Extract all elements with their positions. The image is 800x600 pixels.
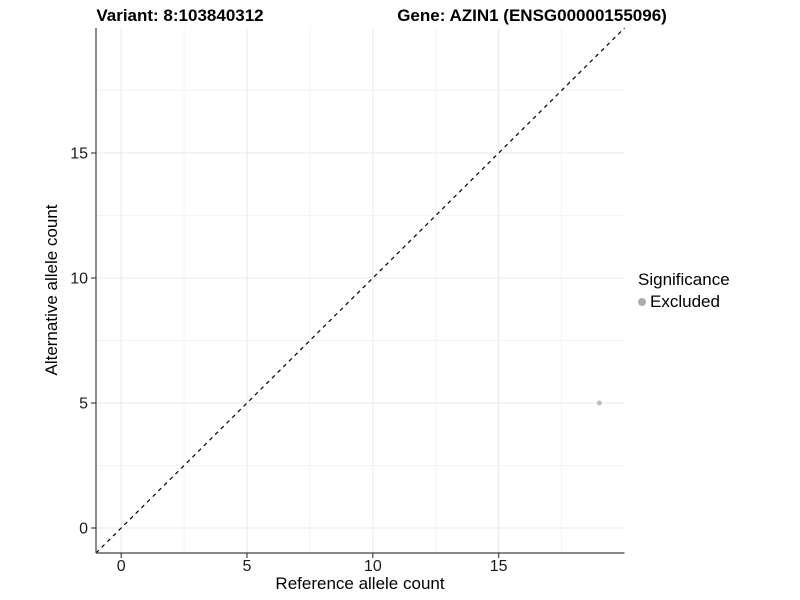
- y-tick-label: 5: [79, 396, 88, 413]
- x-axis-title: Reference allele count: [275, 574, 445, 593]
- y-tick-label: 10: [70, 271, 88, 288]
- y-axis-title: Alternative allele count: [42, 204, 61, 376]
- x-tick-label: 5: [243, 558, 252, 575]
- x-tick-label: 0: [117, 558, 126, 575]
- x-tick-label: 10: [364, 558, 382, 575]
- identity-line: [95, 27, 625, 554]
- data-point: [596, 400, 602, 406]
- gene-title: Gene: AZIN1 (ENSG00000155096): [397, 6, 667, 25]
- y-tick-label: 0: [79, 521, 88, 538]
- legend-title: Significance: [638, 270, 730, 289]
- legend: Significance Excluded: [638, 270, 730, 312]
- x-tick-label: 15: [490, 558, 508, 575]
- legend-item-excluded: Excluded: [638, 292, 730, 312]
- y-tick-label: 15: [70, 146, 88, 163]
- legend-item-label: Excluded: [650, 292, 720, 311]
- variant-title: Variant: 8:103840312: [96, 6, 264, 25]
- excluded-point-icon: [638, 298, 646, 306]
